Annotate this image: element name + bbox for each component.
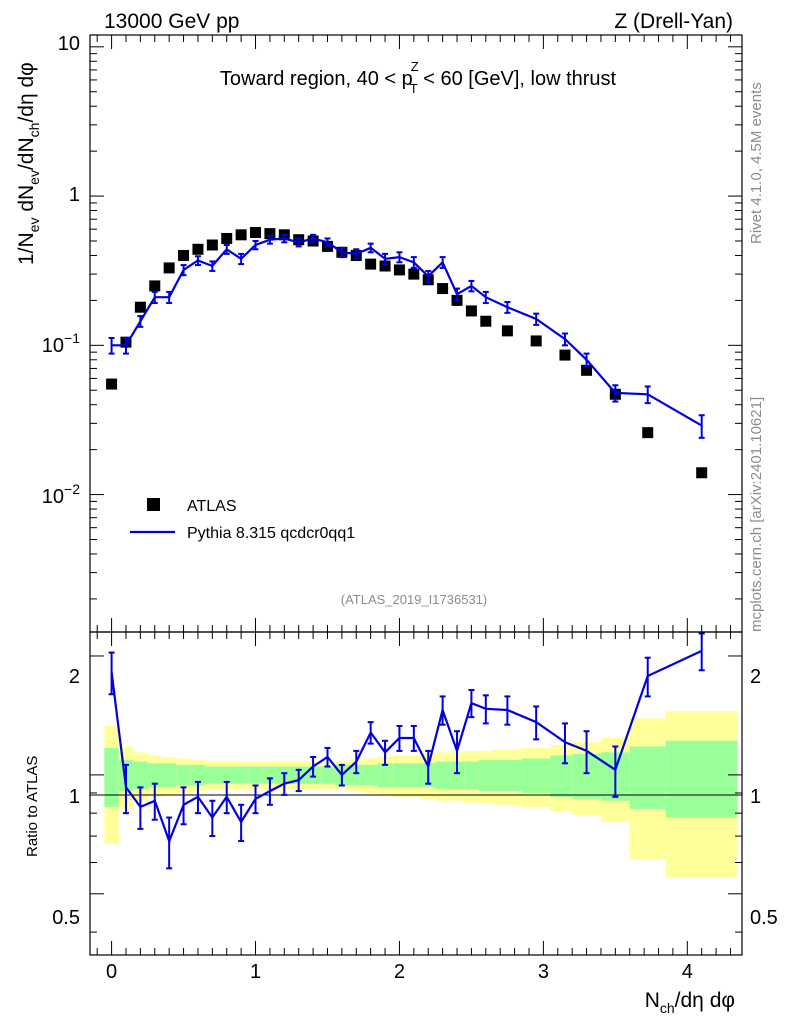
band-inner-27 [493, 760, 522, 792]
ratio-ytick-label-1-left: 1 [69, 786, 80, 808]
band-inner-3 [147, 763, 162, 788]
data-point-28 [530, 335, 542, 347]
data-point-19 [379, 260, 391, 272]
mc-line [111, 237, 703, 427]
data-point-25 [465, 305, 477, 317]
data-point-0 [106, 378, 118, 390]
band-inner-0 [104, 747, 119, 807]
main-frame [89, 34, 743, 633]
band-inner-19 [377, 763, 393, 788]
band-inner-17 [349, 764, 364, 786]
band-inner-21 [406, 763, 422, 788]
xtick-label-2: 2 [394, 961, 405, 983]
xtick-label-3: 3 [538, 961, 549, 983]
ratio-frame [89, 631, 743, 956]
ytick-label-10: 10 [58, 33, 80, 55]
ratio-uncertainty-bands [104, 711, 738, 878]
band-inner-33 [665, 740, 738, 818]
data-point-27 [501, 325, 513, 337]
data-point-32 [642, 427, 654, 439]
x-axis-title: Nch/dη dφ [645, 989, 735, 1016]
ratio-ytick-label-2-left: 2 [69, 666, 80, 688]
band-inner-28 [521, 758, 551, 793]
legend-data-label: ATLAS [187, 498, 237, 515]
data-point-10 [250, 227, 262, 239]
plot-title: Toward region, 40 < pZ T < 60 [GeV], low … [220, 59, 617, 96]
band-inner-6 [190, 764, 206, 786]
band-inner-26 [478, 760, 494, 792]
legend-data-marker [147, 498, 160, 511]
band-inner-15 [320, 766, 335, 784]
data-point-21 [408, 268, 420, 280]
xtick-label-0: 0 [106, 961, 117, 983]
data-point-6 [192, 243, 204, 255]
data-point-30 [581, 364, 593, 376]
ytick-label-0.01: 10−2 [42, 481, 80, 508]
band-inner-4 [161, 763, 177, 788]
band-inner-7 [205, 766, 220, 784]
ratio-line [110, 649, 703, 845]
ratio-ytick-label-0.5-left: 0.5 [52, 907, 80, 929]
ytick-label-0.1: 10−1 [42, 330, 80, 357]
ytick-label-1: 1 [69, 184, 80, 206]
mcplots-label: mcplots.cern.ch [arXiv:2401.10621] [748, 397, 765, 632]
data-point-11 [264, 228, 276, 240]
data-point-9 [235, 229, 247, 241]
data-point-3 [149, 280, 161, 292]
rivet-label: Rivet 4.1.0, 4.5M events [748, 82, 765, 244]
band-inner-18 [363, 764, 378, 786]
data-point-7 [206, 239, 218, 251]
main-mc-curve [108, 233, 705, 439]
data-point-20 [393, 264, 405, 276]
ratio-mc-curve [108, 632, 705, 870]
data-point-8 [221, 232, 233, 244]
band-inner-9 [233, 766, 249, 784]
band-inner-20 [392, 763, 407, 788]
ratio-ylabel: Ratio to ATLAS [24, 756, 41, 857]
band-inner-10 [248, 766, 263, 784]
ratio-ytick-label-1-right: 1 [750, 786, 761, 808]
x-tick-labels: 0 1 2 3 4 [106, 961, 693, 983]
band-inner-29 [550, 755, 573, 797]
data-point-23 [437, 283, 449, 295]
data-point-18 [365, 258, 377, 270]
analysis-tag: (ATLAS_2019_I1736531) [341, 592, 487, 607]
axis-ticks [90, 35, 742, 955]
band-inner-11 [262, 766, 278, 784]
data-point-2 [134, 301, 146, 313]
band-inner-5 [176, 764, 191, 786]
data-point-33 [696, 467, 708, 479]
main-ylabel: 1/Nev dNev/dNch/dη dφ [15, 62, 42, 265]
ratio-ytick-label-2-right: 2 [750, 666, 761, 688]
band-inner-25 [464, 761, 479, 790]
data-point-4 [163, 262, 175, 274]
ratio-ytick-label-0.5-right: 0.5 [750, 907, 778, 929]
band-inner-24 [449, 761, 465, 790]
data-point-26 [480, 315, 492, 327]
xtick-label-4: 4 [682, 961, 693, 983]
data-point-29 [559, 349, 571, 361]
xtick-label-1: 1 [250, 961, 261, 983]
band-inner-32 [629, 746, 666, 809]
header-left: 13000 GeV pp [104, 10, 239, 33]
band-inner-2 [133, 761, 148, 790]
header-right: Z (Drell-Yan) [614, 10, 733, 33]
band-inner-8 [219, 766, 234, 784]
legend-mc-label: Pythia 8.315 qcdcr0qq1 [187, 525, 355, 542]
data-point-5 [178, 249, 190, 261]
band-inner-23 [435, 761, 450, 790]
